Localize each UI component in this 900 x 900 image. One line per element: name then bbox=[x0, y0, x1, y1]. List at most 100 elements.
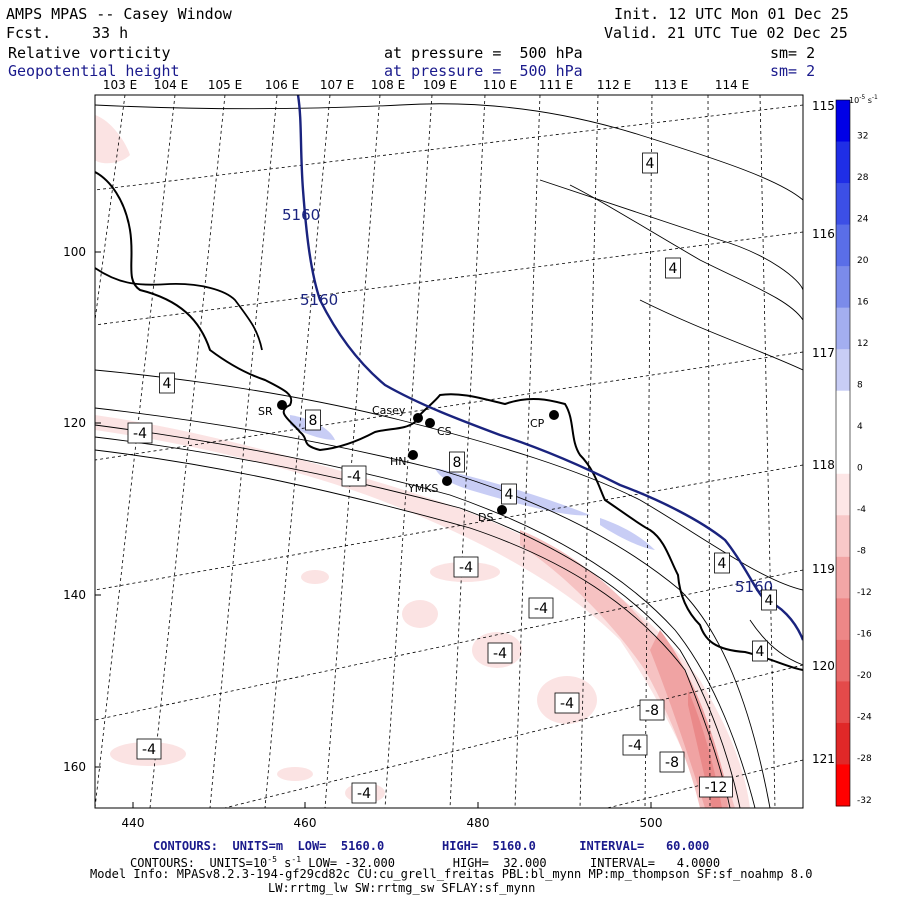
height-contour-5160 bbox=[296, 95, 803, 641]
x-axis: 440 460 480 500 bbox=[122, 802, 662, 830]
colorbar-label: 8 bbox=[857, 380, 863, 390]
vorticity-label-box bbox=[554, 692, 580, 714]
colorbar-swatch bbox=[836, 224, 850, 267]
vorticity-label-box bbox=[305, 409, 321, 431]
vorticity-label: 4 bbox=[505, 487, 514, 503]
vorticity-label: 4 bbox=[669, 261, 678, 277]
vorticity-label: -8 bbox=[645, 703, 659, 719]
vorticity-label-box bbox=[714, 552, 730, 574]
vorticity-label-box bbox=[622, 734, 648, 756]
field-1-smooth: sm= 2 bbox=[770, 44, 816, 62]
vorticity-label-box bbox=[659, 751, 685, 773]
field-2-smooth: sm= 2 bbox=[770, 62, 816, 80]
field-1-pressure: at pressure = 500 hPa bbox=[384, 44, 583, 62]
colorbar-swatch bbox=[836, 639, 850, 682]
vorticity-label-box bbox=[351, 782, 377, 804]
vorticity-label: 4 bbox=[756, 644, 765, 660]
colorbar-swatch bbox=[836, 515, 850, 558]
vorticity-label: -4 bbox=[347, 469, 361, 485]
colorbar-label: -20 bbox=[857, 671, 872, 681]
colorbar-unit: 10-5 s-1 bbox=[849, 94, 878, 105]
colorbar: 32 28 24 20 16 12 8 4 0 -4 -8 -12 -16 -20 -24 -28 -32 bbox=[835, 99, 872, 807]
station-marker bbox=[425, 418, 435, 428]
colorbar-label: -24 bbox=[857, 713, 872, 723]
init-time: Init. 12 UTC Mon 01 Dec 25 bbox=[614, 5, 849, 23]
colorbar-label: 32 bbox=[857, 131, 868, 141]
vorticity-label: -12 bbox=[705, 780, 728, 796]
valid-time: Valid. 21 UTC Tue 02 Dec 25 bbox=[604, 24, 848, 42]
vorticity-label-box bbox=[752, 640, 768, 662]
colorbar-label: -4 bbox=[857, 505, 866, 515]
neg-vort-patch-2 bbox=[301, 570, 329, 584]
colorbar-swatch bbox=[836, 141, 850, 184]
model-info-2: LW:rrtmg_lw SW:rrtmg_sw SFLAY:sf_mynn bbox=[268, 881, 536, 895]
colorbar-label: 24 bbox=[857, 214, 869, 224]
app-title: AMPS MPAS -- Casey Window bbox=[6, 5, 232, 23]
lon-label: 106 E bbox=[265, 78, 299, 92]
vorticity-contour-info: CONTOURS: UNITS=10-5 s-1 LOW= -32.000 HI… bbox=[130, 855, 721, 870]
vorticity-labels: 4 4 4 -4 8 8 -4 4 -4 -4 -4 -4 -8 -4 -8 -12 -4 -4 4 4 4 bbox=[127, 152, 777, 804]
station-label: CP bbox=[530, 417, 545, 430]
vorticity-label-box bbox=[341, 465, 367, 487]
fcst-value: 33 h bbox=[92, 24, 129, 42]
pos-vort-patch-3 bbox=[600, 518, 655, 550]
colorbar-label: 16 bbox=[857, 297, 869, 307]
station-marker bbox=[277, 400, 287, 410]
colorbar-swatch bbox=[836, 183, 850, 226]
graticule bbox=[95, 95, 803, 808]
field-2-pressure: at pressure = 500 hPa bbox=[384, 62, 583, 80]
x-tick-label: 440 bbox=[122, 816, 145, 830]
vorticity-label-box bbox=[642, 152, 658, 174]
station-label: HN bbox=[390, 455, 407, 468]
colorbar-label: -28 bbox=[857, 754, 872, 764]
vorticity-label-box bbox=[699, 776, 733, 798]
lon-label: 104 E bbox=[154, 78, 188, 92]
station-label: YMKS bbox=[407, 482, 438, 495]
vorticity-label-box bbox=[449, 451, 465, 473]
lon-label: 103 E bbox=[103, 78, 137, 92]
station-label: Casey bbox=[372, 404, 406, 417]
field-2-name: Geopotential height bbox=[8, 62, 180, 80]
lon-label: 114 E bbox=[715, 78, 749, 92]
colorbar-swatch bbox=[836, 307, 850, 350]
colorbar-swatch bbox=[836, 556, 850, 599]
y-tick-label: 120 bbox=[63, 416, 86, 430]
map-field bbox=[95, 95, 803, 808]
vorticity-label-box bbox=[501, 483, 517, 505]
vorticity-label-box bbox=[159, 372, 175, 394]
y-tick-label: 140 bbox=[63, 588, 86, 602]
colorbar-label: 28 bbox=[857, 173, 869, 183]
colorbar-label: -12 bbox=[857, 588, 872, 598]
neg-vort-mid bbox=[520, 530, 735, 808]
neg-vort-patch-nw bbox=[95, 115, 130, 164]
colorbar-label: 4 bbox=[857, 422, 863, 432]
vorticity-label: 4 bbox=[646, 156, 655, 172]
station-label: SR bbox=[258, 405, 273, 418]
lon-label: 108 E bbox=[371, 78, 405, 92]
height-label-1: 5160 bbox=[282, 206, 320, 224]
height-contour-info: CONTOURS: UNITS=m LOW= 5160.0 HIGH= 5160… bbox=[153, 839, 710, 853]
vorticity-label-box bbox=[127, 422, 153, 444]
neg-vort-patch-3 bbox=[402, 600, 438, 628]
station-label: CS bbox=[437, 425, 452, 438]
vorticity-label: 4 bbox=[765, 593, 774, 609]
lon-label: 109 E bbox=[423, 78, 457, 92]
colorbar-label: 12 bbox=[857, 339, 868, 349]
vorticity-label: 4 bbox=[718, 556, 727, 572]
lon-label: 112 E bbox=[597, 78, 631, 92]
station-marker bbox=[549, 410, 559, 420]
station-marker bbox=[442, 476, 452, 486]
lon-label: 111 E bbox=[539, 78, 573, 92]
plot-frame bbox=[94, 94, 804, 809]
vorticity-label: -4 bbox=[459, 560, 473, 576]
vorticity-label-box bbox=[136, 738, 162, 760]
y-axis: 100 120 140 160 bbox=[63, 245, 101, 774]
colorbar-swatch bbox=[836, 722, 850, 765]
colorbar-swatch bbox=[836, 266, 850, 309]
colorbar-swatch bbox=[836, 100, 850, 143]
x-tick-label: 480 bbox=[467, 816, 490, 830]
colorbar-label: 0 bbox=[857, 464, 863, 474]
vorticity-label: 8 bbox=[309, 413, 318, 429]
vorticity-label-box bbox=[487, 642, 513, 664]
vorticity-label: 4 bbox=[163, 376, 172, 392]
